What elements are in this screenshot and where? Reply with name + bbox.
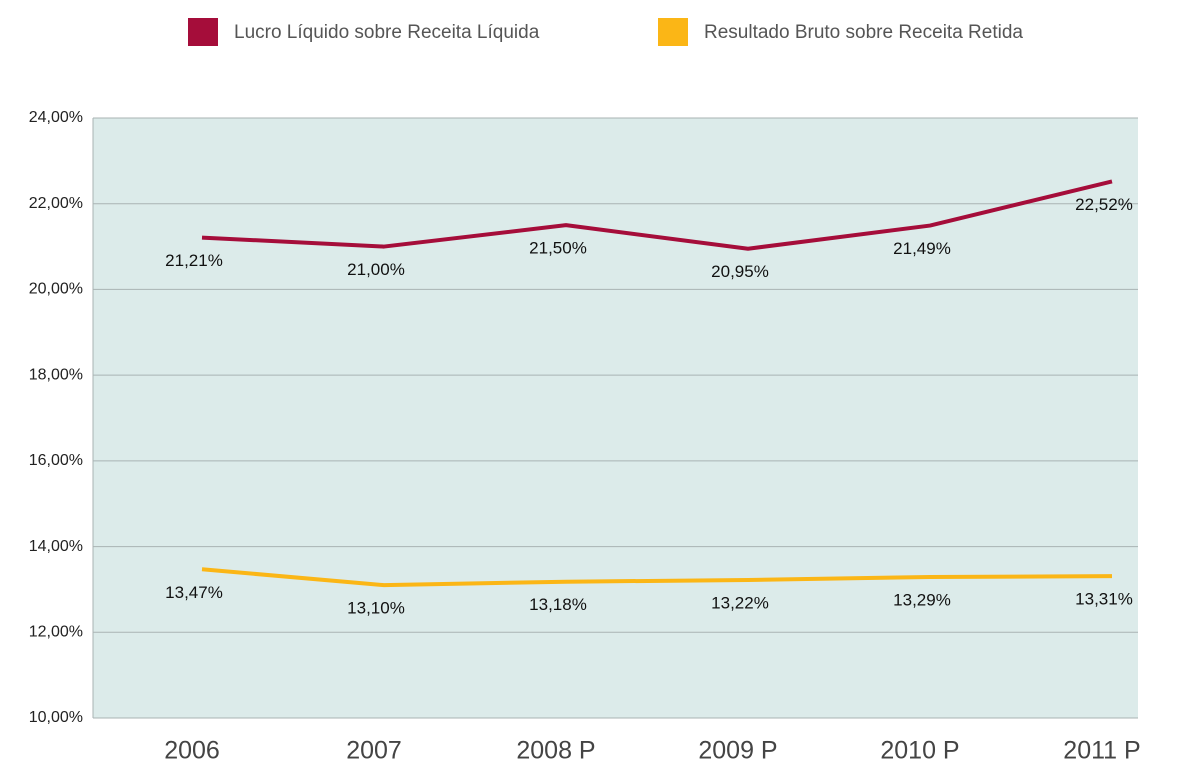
legend-swatch — [658, 18, 688, 46]
x-tick-label: 2006 — [164, 737, 220, 765]
x-tick-label: 2008 P — [516, 737, 595, 765]
x-tick-label: 2011 P — [1063, 737, 1140, 765]
y-tick-label: 20,00% — [29, 281, 83, 298]
data-label: 21,00% — [347, 260, 405, 279]
x-tick-label: 2009 P — [698, 737, 777, 765]
legend-label: Resultado Bruto sobre Receita Retida — [704, 22, 1023, 43]
data-label: 13,29% — [893, 590, 951, 609]
series-line — [201, 567, 1113, 588]
data-label: 21,21% — [165, 251, 223, 270]
data-label: 22,52% — [1075, 195, 1133, 214]
x-tick-label: 2007 — [346, 737, 402, 765]
legend-label: Lucro Líquido sobre Receita Líquida — [234, 22, 540, 43]
y-tick-label: 16,00% — [29, 452, 83, 469]
y-tick-label: 18,00% — [29, 366, 83, 383]
series-line — [201, 179, 1113, 251]
data-label: 13,10% — [347, 599, 405, 618]
data-label: 13,22% — [711, 593, 769, 612]
y-tick-label: 22,00% — [29, 195, 83, 212]
data-label: 13,31% — [1075, 590, 1133, 609]
y-tick-label: 12,00% — [29, 624, 83, 641]
legend-swatch — [188, 18, 218, 46]
data-label: 21,49% — [893, 239, 951, 258]
y-tick-label: 10,00% — [29, 709, 83, 726]
data-label: 13,18% — [529, 595, 587, 614]
x-tick-label: 2010 P — [880, 737, 959, 765]
data-label: 21,50% — [529, 239, 587, 258]
data-label: 20,95% — [711, 262, 769, 281]
y-tick-label: 14,00% — [29, 538, 83, 555]
data-label: 13,47% — [165, 583, 223, 602]
y-tick-label: 24,00% — [29, 109, 83, 126]
plot-area — [93, 118, 1138, 718]
